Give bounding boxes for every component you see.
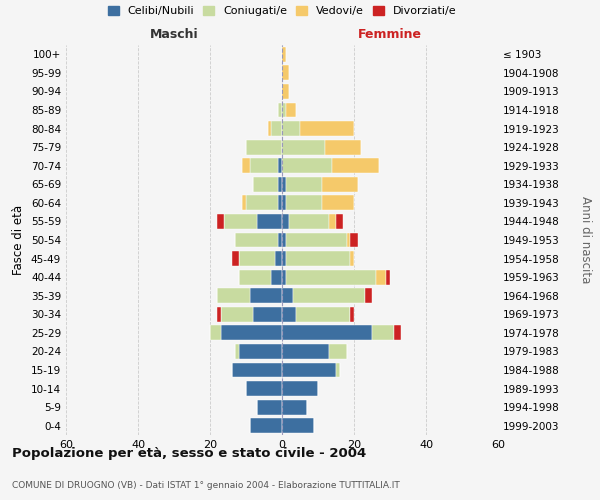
Bar bbox=[246, 140, 282, 154]
Bar bbox=[282, 288, 293, 303]
Y-axis label: Fasce di età: Fasce di età bbox=[13, 205, 25, 275]
Bar bbox=[282, 270, 286, 284]
Bar bbox=[350, 251, 354, 266]
Bar bbox=[257, 214, 282, 229]
Bar bbox=[289, 214, 329, 229]
Bar bbox=[282, 196, 286, 210]
Bar bbox=[278, 196, 282, 210]
Bar bbox=[271, 270, 282, 284]
Bar bbox=[250, 418, 282, 433]
Bar bbox=[296, 307, 350, 322]
Bar bbox=[376, 270, 386, 284]
Bar bbox=[232, 251, 239, 266]
Bar bbox=[386, 270, 390, 284]
Bar bbox=[394, 326, 401, 340]
Bar bbox=[217, 288, 250, 303]
Bar bbox=[282, 326, 372, 340]
Bar bbox=[246, 381, 282, 396]
Bar bbox=[242, 196, 246, 210]
Bar bbox=[282, 400, 307, 414]
Bar bbox=[282, 307, 296, 322]
Bar bbox=[365, 288, 372, 303]
Bar bbox=[217, 307, 221, 322]
Bar bbox=[242, 158, 250, 173]
Bar bbox=[282, 418, 314, 433]
Bar bbox=[282, 140, 325, 154]
Bar bbox=[282, 232, 286, 248]
Bar bbox=[282, 381, 318, 396]
Bar bbox=[350, 232, 358, 248]
Bar bbox=[239, 344, 282, 359]
Bar bbox=[286, 251, 350, 266]
Bar bbox=[250, 158, 278, 173]
Bar bbox=[282, 47, 286, 62]
Bar bbox=[278, 232, 282, 248]
Bar bbox=[271, 121, 282, 136]
Bar bbox=[268, 121, 271, 136]
Bar bbox=[246, 196, 278, 210]
Bar bbox=[300, 121, 354, 136]
Bar bbox=[332, 158, 379, 173]
Bar bbox=[282, 362, 336, 378]
Bar bbox=[278, 158, 282, 173]
Bar bbox=[250, 288, 282, 303]
Bar bbox=[293, 288, 365, 303]
Bar bbox=[347, 232, 350, 248]
Bar bbox=[336, 362, 340, 378]
Bar bbox=[221, 307, 253, 322]
Bar bbox=[282, 121, 300, 136]
Bar bbox=[322, 196, 354, 210]
Text: Popolazione per età, sesso e stato civile - 2004: Popolazione per età, sesso e stato civil… bbox=[12, 448, 366, 460]
Bar bbox=[282, 158, 332, 173]
Legend: Celibi/Nubili, Coniugati/e, Vedovi/e, Divorziati/e: Celibi/Nubili, Coniugati/e, Vedovi/e, Di… bbox=[107, 6, 457, 16]
Bar bbox=[286, 102, 296, 118]
Bar bbox=[253, 307, 282, 322]
Bar bbox=[350, 307, 354, 322]
Bar bbox=[282, 84, 289, 99]
Bar bbox=[235, 344, 239, 359]
Bar bbox=[224, 214, 257, 229]
Bar bbox=[257, 400, 282, 414]
Bar bbox=[275, 251, 282, 266]
Bar bbox=[217, 214, 224, 229]
Bar bbox=[278, 177, 282, 192]
Bar bbox=[282, 214, 289, 229]
Bar bbox=[286, 196, 322, 210]
Text: COMUNE DI DRUOGNO (VB) - Dati ISTAT 1° gennaio 2004 - Elaborazione TUTTITALIA.IT: COMUNE DI DRUOGNO (VB) - Dati ISTAT 1° g… bbox=[12, 480, 400, 490]
Bar bbox=[322, 177, 358, 192]
Bar bbox=[325, 140, 361, 154]
Bar bbox=[336, 214, 343, 229]
Bar bbox=[282, 344, 329, 359]
Bar bbox=[282, 251, 286, 266]
Bar bbox=[239, 251, 275, 266]
Bar bbox=[282, 102, 286, 118]
Y-axis label: Anni di nascita: Anni di nascita bbox=[579, 196, 592, 284]
Bar bbox=[329, 344, 347, 359]
Bar bbox=[232, 362, 282, 378]
Bar bbox=[278, 102, 282, 118]
Text: Maschi: Maschi bbox=[149, 28, 199, 42]
Bar bbox=[282, 177, 286, 192]
Bar bbox=[239, 270, 271, 284]
Bar bbox=[286, 232, 347, 248]
Bar bbox=[253, 177, 278, 192]
Bar bbox=[235, 232, 278, 248]
Bar bbox=[329, 214, 336, 229]
Bar bbox=[221, 326, 282, 340]
Bar bbox=[286, 177, 322, 192]
Bar bbox=[372, 326, 394, 340]
Bar bbox=[286, 270, 376, 284]
Bar bbox=[282, 66, 289, 80]
Bar bbox=[210, 326, 221, 340]
Text: Femmine: Femmine bbox=[358, 28, 422, 42]
